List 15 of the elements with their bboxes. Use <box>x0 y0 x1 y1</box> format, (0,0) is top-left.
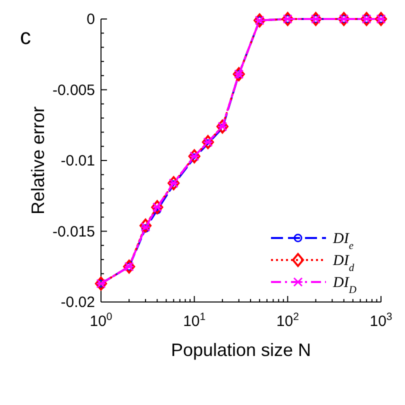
x-axis-title: Population size N <box>170 340 312 360</box>
x-tick-label: 10$^{1}$ <box>183 311 206 330</box>
x-tick-label: 10$^{2}$ <box>276 311 300 330</box>
y-axis-title: Relative error <box>28 106 48 215</box>
y-tick-label: -0.01 <box>60 152 95 170</box>
legend-label: DI$_{d}$ <box>332 253 355 274</box>
legend-label: DI$_{D}$ <box>332 275 357 296</box>
y-tick-label: 0 <box>86 11 95 28</box>
legend-label: DI$_{e}$ <box>332 231 354 252</box>
y-tick-label: -0.005 <box>52 82 95 99</box>
text: c <box>20 24 31 49</box>
y-tick-label: -0.015 <box>52 223 95 240</box>
x-tick-label: 10$^{3}$ <box>370 311 392 330</box>
x-tick-label: 10$^{0}$ <box>90 311 112 330</box>
y-tick-label: -0.02 <box>60 294 95 311</box>
